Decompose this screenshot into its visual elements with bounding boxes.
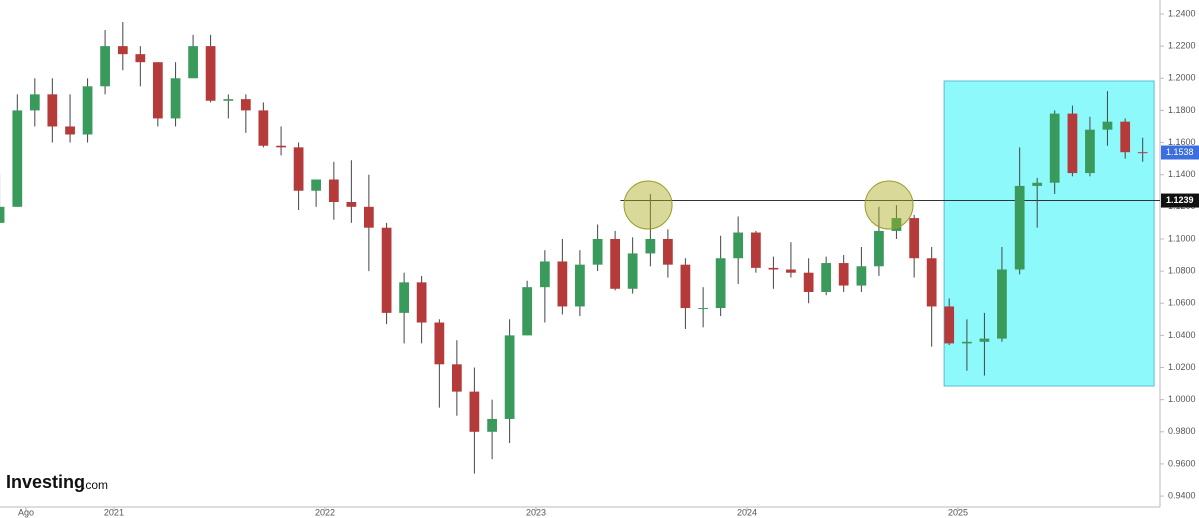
candle-body	[575, 264, 585, 307]
candle-body	[733, 232, 744, 259]
candle-body	[680, 264, 691, 309]
y-tick-label: 1.2000	[1168, 73, 1196, 83]
candle-body	[363, 206, 374, 228]
candle-body	[1032, 182, 1043, 186]
candle-body	[962, 341, 972, 344]
candle-body	[82, 86, 93, 135]
candle-body	[786, 269, 796, 273]
candle-body	[838, 263, 849, 286]
candle-body	[170, 78, 181, 119]
x-tick-label: 2025	[948, 507, 968, 517]
last-price-bg	[1161, 145, 1199, 160]
candle-body	[205, 46, 216, 101]
candle-body	[469, 391, 480, 432]
candle-body	[1067, 113, 1078, 174]
candle-body	[346, 201, 357, 207]
highlight-circle	[623, 180, 673, 230]
candle-body	[663, 238, 673, 265]
candle-body	[47, 94, 58, 127]
candle-body	[416, 282, 427, 323]
y-tick-label: 1.1400	[1168, 169, 1196, 179]
candle-body	[909, 218, 920, 259]
candle-body	[311, 179, 321, 191]
candle-body	[874, 230, 884, 267]
highlight-circle	[864, 180, 914, 230]
candle-body	[276, 145, 286, 148]
x-tick-label: 2023	[526, 507, 546, 517]
y-tick-label: 1.1000	[1168, 233, 1196, 243]
candle-body	[152, 62, 163, 119]
brand-suffix: .com	[82, 478, 108, 492]
y-tick-label: 1.0800	[1168, 265, 1196, 275]
candle-body	[451, 364, 462, 392]
candle-body	[610, 238, 621, 289]
candle-body	[522, 287, 533, 336]
candle-body	[997, 269, 1007, 339]
candle-body	[1120, 121, 1131, 153]
candle-body	[856, 266, 867, 286]
candle-body	[751, 232, 761, 268]
candle-body	[698, 308, 709, 310]
candle-body	[627, 253, 638, 289]
candle-body	[434, 322, 445, 365]
y-tick-label: 0.9400	[1168, 490, 1196, 500]
y-tick-label: 1.0400	[1168, 330, 1196, 340]
y-tick-label: 1.2400	[1168, 8, 1196, 18]
candle-body	[891, 218, 902, 231]
highlight-box	[943, 80, 1155, 387]
x-tick-label: Ago	[18, 507, 34, 517]
y-tick-label: 0.9600	[1168, 458, 1196, 468]
candle-body	[29, 94, 40, 111]
candle-body	[293, 147, 304, 191]
candle-body	[715, 258, 726, 309]
y-tick-label: 1.2200	[1168, 40, 1196, 50]
candle-body	[117, 46, 128, 55]
x-tick-label: 2021	[104, 507, 124, 517]
candle-body	[592, 238, 603, 265]
candle-body	[1102, 121, 1113, 130]
hline-label-bg	[1161, 193, 1199, 208]
candle-body	[0, 206, 5, 223]
candle-body	[258, 110, 269, 146]
candle-body	[240, 99, 251, 111]
y-tick-label: 0.9800	[1168, 426, 1196, 436]
candle-body	[1049, 113, 1060, 183]
candle-body	[381, 227, 392, 313]
x-tick-label: 2024	[737, 507, 757, 517]
candle-body	[12, 110, 23, 207]
y-tick-label: 1.0600	[1168, 298, 1196, 308]
last-price-label: 1.1538	[1166, 147, 1194, 157]
hline-label: 1.1239	[1166, 195, 1194, 205]
candle-body	[926, 258, 937, 307]
candle-body	[979, 338, 990, 342]
candle-body	[557, 261, 568, 307]
y-tick-label: 1.1800	[1168, 105, 1196, 115]
candle-body	[188, 46, 198, 79]
candle-body	[1137, 152, 1148, 154]
candle-body	[645, 238, 656, 254]
y-tick-label: 1.0200	[1168, 362, 1196, 372]
candle-body	[65, 126, 75, 135]
brand-name: Investing	[6, 472, 85, 492]
candle-body	[768, 267, 779, 270]
candle-body	[944, 306, 955, 344]
candle-body	[1014, 185, 1025, 270]
candle-body	[399, 282, 409, 313]
candle-body	[504, 335, 515, 419]
y-tick-label: 1.0000	[1168, 394, 1196, 404]
candle-body	[539, 261, 550, 288]
candle-body	[1085, 129, 1095, 174]
candle-body	[135, 54, 146, 63]
candle-body	[100, 46, 110, 87]
candle-body	[803, 272, 814, 292]
x-tick-label: 2022	[315, 507, 335, 517]
candle-body	[223, 99, 234, 101]
y-tick-label: 1.1600	[1168, 137, 1196, 147]
candle-body	[487, 418, 497, 432]
candle-body	[821, 263, 832, 292]
candle-body	[328, 179, 339, 202]
